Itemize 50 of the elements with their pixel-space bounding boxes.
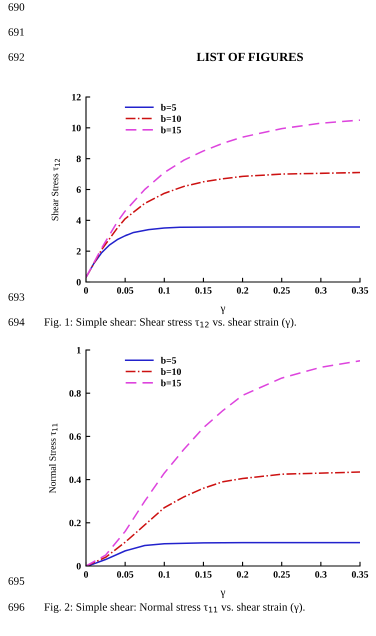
- x-tick-label: 0.05: [117, 571, 134, 578]
- y-tick-label: 0: [76, 562, 81, 570]
- x-tick-label: 0.25: [274, 571, 290, 578]
- caption: Fig. 2: Simple shear: Normal stress τ$_{11}$ vs. shear strain (γ).: [44, 602, 305, 613]
- x-axis-title: γ: [220, 306, 226, 314]
- y-tick-label: 0: [76, 278, 81, 286]
- legend-label: b=15: [160, 379, 181, 386]
- y-tick-label: 8: [76, 156, 81, 162]
- y-axis-title: Normal Stress τ$_{11}$: [49, 424, 58, 494]
- caption: Fig. 1: Simple shear: Shear stress τ$_{12}$ vs. shear strain (γ).: [44, 318, 296, 328]
- x-tick-label: 0.15: [195, 287, 212, 294]
- y-tick-label: 0.6: [69, 433, 81, 440]
- x-tick-label: 0.15: [195, 571, 212, 578]
- x-tick-label: 0.05: [117, 287, 134, 294]
- text: 691: [8, 28, 24, 36]
- x-tick-label: 0: [84, 571, 88, 578]
- text: 692: [8, 53, 24, 61]
- y-tick-label: 2: [76, 248, 81, 255]
- x-tick-label: 0.1: [158, 287, 170, 294]
- x-axis-title: γ: [220, 590, 226, 598]
- text: 694: [8, 318, 24, 326]
- line-series: [86, 172, 360, 278]
- x-tick-label: 0.2: [236, 287, 248, 294]
- y-tick-label: 10: [72, 124, 81, 132]
- y-tick-label: 0.8: [69, 390, 81, 397]
- y-tick-label: 12: [72, 94, 81, 100]
- legend-label: b=10: [160, 115, 181, 122]
- legend-label: b=5: [160, 104, 176, 111]
- x-tick-label: 0.3: [315, 571, 327, 578]
- x-tick-label: 0.25: [274, 287, 290, 294]
- text: 696: [8, 603, 24, 611]
- text: 693: [8, 293, 24, 301]
- x-tick-label: 0.35: [352, 287, 368, 294]
- legend-label: b=5: [160, 356, 176, 364]
- legend-label: b=15: [160, 126, 181, 134]
- x-tick-label: 0.35: [352, 571, 368, 578]
- legend-label: b=10: [160, 368, 181, 376]
- x-tick-label: 0.2: [236, 571, 248, 578]
- x-tick-label: 0.1: [158, 571, 170, 578]
- y-tick-label: 4: [76, 217, 81, 224]
- text: 695: [8, 577, 24, 585]
- y-tick-label: 1: [77, 346, 81, 354]
- chart-title: LIST OF FIGURES: [196, 52, 303, 62]
- x-tick-label: 0.3: [315, 287, 327, 294]
- y-axis-title: Shear Stress τ$_{12}$: [51, 158, 60, 220]
- y-tick-label: 0.2: [69, 520, 81, 526]
- x-tick-label: 0: [84, 287, 88, 294]
- y-tick-label: 0.4: [69, 476, 81, 484]
- y-tick-label: 6: [76, 186, 81, 193]
- text: 690: [8, 3, 24, 11]
